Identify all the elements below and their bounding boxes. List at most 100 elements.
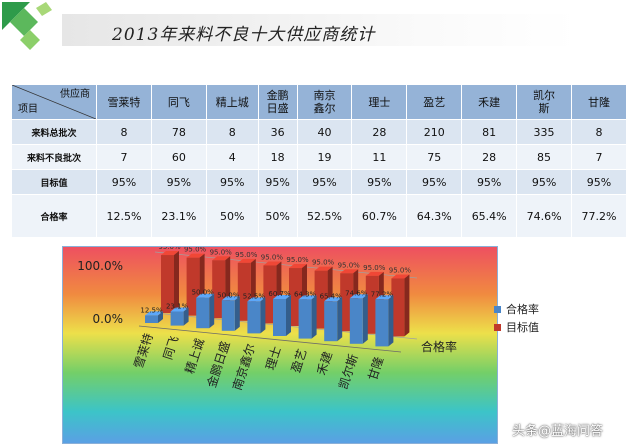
pass-rate-bar-6 [273, 298, 286, 336]
pass-rate-bar-9 [349, 298, 363, 344]
table-cell: 85 [516, 144, 572, 170]
table-cell: 8 [571, 119, 627, 145]
table-cell: 60 [150, 144, 207, 170]
y-tick-label-0: 0.0% [93, 312, 124, 326]
table-cell: 64.3% [406, 194, 463, 238]
table-cell: 8 [205, 119, 259, 145]
target-bar-9-top [365, 271, 384, 276]
pass-rate-data-label-7: 64.3% [294, 290, 317, 298]
pass-rate-data-label-9: 74.6% [345, 289, 368, 297]
table-cell: 4 [205, 144, 259, 170]
pass-rate-bar-8-side [337, 297, 343, 342]
pass-rate-data-label-2: 23.1% [166, 303, 189, 311]
pass-rate-bar-2 [170, 311, 184, 326]
pass-rate-bar-6-side [286, 294, 291, 336]
x-tick-label-3: 精上诚 [183, 337, 207, 376]
table-cell: 28 [461, 144, 518, 170]
target-bar-2-top [186, 253, 205, 258]
x-tick-label-8: 禾建 [314, 350, 335, 377]
table-corner-cell: 供应商 项目 [11, 84, 97, 120]
pass-rate-bar-9-top [349, 294, 368, 299]
table-cell: 95% [257, 169, 298, 195]
table-cell: 95% [150, 169, 207, 195]
table-cell: 65.4% [461, 194, 518, 238]
supplier-header-1: 雪莱特 [96, 84, 152, 120]
pass-rate-bar-4 [221, 300, 235, 331]
pass-rate-bar-3 [196, 297, 210, 329]
title-bar: 2013年来料不良十大供应商统计 [62, 14, 578, 46]
target-bar-3-top [212, 256, 231, 261]
table-cell: 210 [406, 119, 463, 145]
table-cell: 78 [150, 119, 207, 145]
pass-rate-bar-3-side [209, 293, 215, 329]
table-cell: 95% [96, 169, 152, 195]
supplier-header-4: 金鹏 日盛 [257, 84, 298, 120]
depth-axis-label: 合格率 [421, 339, 457, 354]
pass-rate-bar-1-side [158, 311, 163, 323]
table-cell: 7 [571, 144, 627, 170]
row-label: 来料总批次 [11, 119, 97, 145]
table-cell: 50% [205, 194, 259, 238]
legend-label-target: 目标值 [506, 321, 539, 334]
target-bar-6-top [289, 264, 307, 269]
x-tick-label-7: 盈艺 [289, 347, 310, 374]
pass-rate-data-label-5: 52.5% [243, 292, 266, 300]
table-cell: 11 [351, 144, 408, 170]
row-label: 目标值 [11, 169, 97, 195]
legend-item-pass-rate: 合格率 [494, 300, 539, 318]
target-bar-10 [391, 278, 405, 337]
target-bar-10-top [391, 274, 410, 279]
legend-label-pass-rate: 合格率 [506, 303, 539, 316]
table-row: 来料不良批次 7 60 4 18 19 11 75 28 85 7 [11, 144, 627, 170]
pass-rate-bar-10-side [388, 295, 394, 347]
x-tick-label-9: 凯尔斯 [335, 352, 360, 391]
table-cell: 95% [461, 169, 518, 195]
row-label: 来料不良批次 [11, 144, 97, 170]
legend-swatch-red [494, 323, 501, 331]
supplier-header-9: 凯尔斯 [516, 84, 572, 120]
table-cell: 74.6% [516, 194, 572, 238]
table-cell: 7 [96, 144, 152, 170]
pass-rate-bar-6-top [273, 294, 291, 299]
table-cell: 95% [516, 169, 572, 195]
table-cell: 19 [296, 144, 353, 170]
chart-plot-area: 95.0% 95.0% 95.0% 95.0% 95.0% 95.0% 95.0% 95.0%… [62, 246, 498, 444]
table-cell: 50% [257, 194, 298, 238]
target-data-label-1: 95.0% [158, 247, 181, 251]
legend-swatch-blue [494, 305, 501, 313]
pass-rate-bar-5-side [260, 297, 266, 334]
table-cell: 28 [351, 119, 408, 145]
corner-label-item: 项目 [18, 104, 38, 115]
pass-rate-bar-7-top [298, 295, 317, 300]
target-data-label-5: 95.0% [261, 253, 284, 261]
target-data-label-10: 95.0% [389, 266, 412, 274]
pass-rate-bar-2-side [183, 307, 189, 326]
target-data-label-7: 95.0% [312, 259, 335, 267]
table-header-row: 供应商 项目 雪莱特 同飞 精上城 金鹏 日盛 南京 鑫尔 理士 盈艺 禾建 凯尔斯甘隆 [11, 84, 627, 120]
legend-item-target: 目标值 [494, 318, 539, 336]
supplier-header-2: 同飞 [150, 84, 207, 120]
pass-rate-bar-8 [324, 301, 338, 342]
table-cell: 40 [296, 119, 353, 145]
target-data-label-4: 95.0% [235, 251, 258, 259]
table-row: 目标值 95% 95% 95% 95% 95% 95% 95% 95% 95% 95% [11, 169, 627, 195]
target-data-label-8: 95.0% [338, 261, 361, 269]
page-title: 2013年来料不良十大供应商统计 [112, 25, 376, 45]
row-label: 合格率 [11, 194, 97, 238]
pass-rate-bar-7 [298, 299, 312, 339]
pass-rate-bar-4-side [234, 296, 240, 331]
target-bar-1-side [174, 251, 179, 313]
table-cell: 81 [461, 119, 518, 145]
table-cell: 335 [516, 119, 572, 145]
pass-rate-bar-9-side [362, 294, 368, 344]
x-tick-label-2: 同飞 [161, 334, 182, 361]
table-cell: 23.1% [150, 194, 207, 238]
table-cell: 95% [406, 169, 463, 195]
pass-rate-data-label-3: 50.0% [192, 289, 215, 297]
pass-rate-bar-1-top [145, 311, 163, 316]
table-cell: 75 [406, 144, 463, 170]
target-data-label-2: 95.0% [184, 247, 207, 254]
pass-rate-bar-1 [145, 315, 158, 323]
target-data-label-9: 95.0% [363, 264, 386, 272]
supplier-header-8: 禾建 [461, 84, 518, 120]
